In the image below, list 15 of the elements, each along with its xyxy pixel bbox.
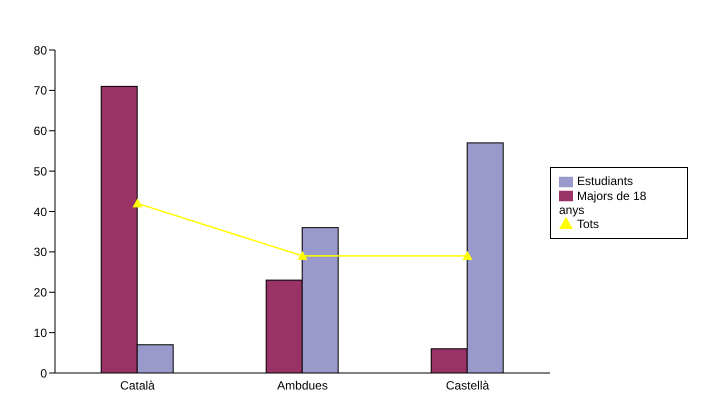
x-tick-label: Català xyxy=(120,378,156,393)
y-tick-label: 20 xyxy=(34,286,48,300)
y-tick-label: 60 xyxy=(34,124,48,138)
y-tick-label: 80 xyxy=(34,43,48,58)
y-tick-label: 70 xyxy=(34,84,48,98)
legend-label: Majors de 18 anys xyxy=(559,188,646,218)
legend-label: Tots xyxy=(577,217,600,232)
y-tick-label: 0 xyxy=(40,366,48,380)
y-tick-label: 10 xyxy=(34,326,48,340)
legend-label: Estudiants xyxy=(577,174,634,188)
y-tick-label: 40 xyxy=(34,204,48,219)
y-tick-label: 30 xyxy=(34,245,48,260)
y-tick-label: 50 xyxy=(34,164,48,178)
x-tick-label: Ambdues xyxy=(277,378,328,393)
x-tick-label: Castellà xyxy=(446,378,490,393)
